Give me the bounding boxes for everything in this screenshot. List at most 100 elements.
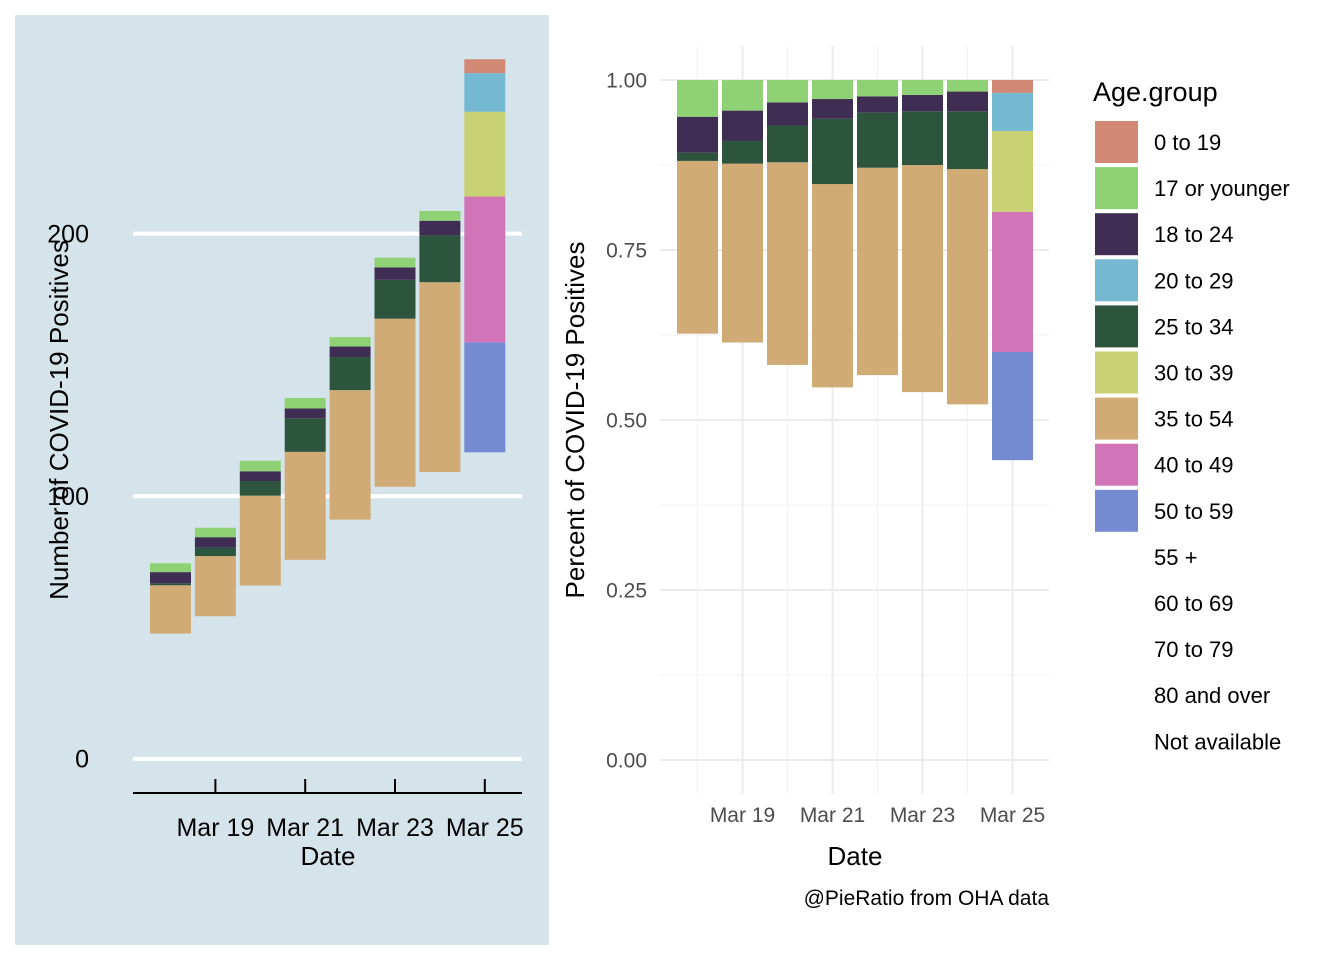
bar-segment-25-to-34 bbox=[902, 111, 943, 165]
y-tick-label: 0.75 bbox=[606, 239, 647, 262]
bar-segment-18-to-24 bbox=[194, 537, 236, 548]
y-tick-label: 0.25 bbox=[606, 579, 647, 602]
bar-segment-35-to-54 bbox=[150, 585, 191, 634]
bar-segment-17-or-younger bbox=[419, 211, 461, 221]
legend-swatch bbox=[1095, 305, 1138, 348]
x-tick-label: Mar 19 bbox=[710, 804, 775, 827]
bar-segment-35-to-54 bbox=[374, 318, 416, 487]
legend-label: 35 to 54 bbox=[1154, 407, 1234, 432]
right-x-axis-title: Date bbox=[828, 841, 883, 871]
bar-segment-40-to-49 bbox=[992, 211, 1033, 352]
left-bars bbox=[150, 59, 506, 634]
legend-label: 25 to 34 bbox=[1154, 314, 1234, 339]
legend-label: 18 to 24 bbox=[1154, 222, 1234, 247]
bar-segment-35-to-54 bbox=[722, 163, 763, 343]
legend-label: 20 to 29 bbox=[1154, 268, 1234, 293]
bar-segment-25-to-34 bbox=[857, 112, 898, 168]
x-tick-label: Mar 25 bbox=[980, 804, 1045, 827]
bar-segment-25-to-34 bbox=[374, 279, 416, 319]
bar-segment-35-to-54 bbox=[902, 165, 943, 393]
legend-label: 60 to 69 bbox=[1154, 591, 1234, 616]
bar-segment-18-to-24 bbox=[722, 110, 763, 141]
bar-segment-35-to-54 bbox=[239, 495, 281, 586]
bar-segment-18-to-24 bbox=[812, 99, 853, 119]
caption: @PieRatio from OHA data bbox=[804, 887, 1050, 910]
y-tick-label: 100 bbox=[47, 483, 89, 511]
bar-segment-17-or-younger bbox=[812, 80, 853, 100]
bar-segment-17-or-younger bbox=[902, 80, 943, 95]
legend-title: Age.group bbox=[1093, 77, 1218, 107]
bar-segment-17-or-younger bbox=[722, 80, 763, 111]
bar-segment-0-to-19 bbox=[464, 59, 506, 74]
bar-segment-25-to-34 bbox=[812, 118, 853, 185]
legend-swatch bbox=[1095, 259, 1138, 302]
bar-segment-25-to-34 bbox=[329, 357, 371, 391]
bar-segment-50-to-59 bbox=[464, 342, 506, 453]
bar-segment-0-to-19 bbox=[992, 80, 1033, 93]
y-tick-label: 0.00 bbox=[606, 749, 647, 772]
bar-segment-25-to-34 bbox=[947, 111, 988, 170]
bar-segment-25-to-34 bbox=[284, 418, 326, 452]
legend-label: 17 or younger bbox=[1154, 176, 1290, 201]
x-tick-label: Mar 23 bbox=[890, 804, 955, 827]
legend-label: Not available bbox=[1154, 729, 1281, 754]
y-tick-label: 200 bbox=[47, 220, 89, 248]
legend-label: 80 and over bbox=[1154, 683, 1270, 708]
x-tick-label: Mar 19 bbox=[176, 814, 254, 842]
bar-segment-35-to-54 bbox=[947, 169, 988, 405]
legend-label: 40 to 49 bbox=[1154, 453, 1234, 478]
bar-segment-35-to-54 bbox=[284, 451, 326, 560]
bar-segment-18-to-24 bbox=[239, 471, 281, 481]
bar-segment-20-to-29 bbox=[992, 92, 1033, 131]
bar-segment-40-to-49 bbox=[464, 196, 506, 343]
bar-segment-18-to-24 bbox=[374, 267, 416, 280]
y-tick-label: 1.00 bbox=[606, 69, 647, 92]
bar-segment-30-to-39 bbox=[992, 131, 1033, 212]
bar-segment-17-or-younger bbox=[677, 80, 718, 117]
bar-segment-25-to-34 bbox=[239, 480, 281, 496]
legend-swatch bbox=[1095, 213, 1138, 256]
left-axes: Mar 19 Mar 21 Mar 23 Mar 25 0 100 200 bbox=[47, 220, 523, 842]
bar-segment-18-to-24 bbox=[767, 102, 808, 126]
bar-segment-25-to-34 bbox=[194, 547, 236, 557]
bar-segment-17-or-younger bbox=[239, 460, 281, 472]
bar-segment-17-or-younger bbox=[329, 337, 371, 347]
bar-segment-35-to-54 bbox=[677, 160, 718, 334]
bar-segment-18-to-24 bbox=[677, 116, 718, 153]
bar-segment-18-to-24 bbox=[419, 220, 461, 236]
y-tick-label: 0.50 bbox=[606, 409, 647, 432]
bar-segment-35-to-54 bbox=[812, 184, 853, 388]
bar-segment-17-or-younger bbox=[767, 80, 808, 103]
bar-segment-17-or-younger bbox=[150, 563, 191, 573]
bar-segment-18-to-24 bbox=[857, 96, 898, 113]
bar-segment-25-to-34 bbox=[419, 235, 461, 283]
bar-segment-18-to-24 bbox=[284, 408, 326, 419]
bar-segment-17-or-younger bbox=[284, 397, 326, 409]
bar-segment-35-to-54 bbox=[194, 556, 236, 617]
bar-segment-18-to-24 bbox=[150, 572, 191, 584]
bar-segment-50-to-59 bbox=[992, 352, 1033, 461]
right-axes: Mar 19 Mar 21 Mar 23 Mar 25 0.00 0.25 0.50 0.75… bbox=[606, 69, 1045, 827]
bar-segment-25-to-34 bbox=[722, 140, 763, 164]
bar-segment-35-to-54 bbox=[857, 167, 898, 376]
bar-segment-17-or-younger bbox=[194, 527, 236, 538]
bar-segment-25-to-34 bbox=[767, 125, 808, 163]
bar-segment-18-to-24 bbox=[947, 91, 988, 112]
bar-segment-25-to-34 bbox=[150, 583, 191, 586]
bar-segment-35-to-54 bbox=[419, 282, 461, 473]
legend-swatch bbox=[1095, 167, 1138, 210]
left-x-axis-title: Date bbox=[301, 841, 356, 871]
legend-label: 30 to 39 bbox=[1154, 361, 1234, 386]
right-y-axis-title: Percent of COVID-19 Positives bbox=[560, 242, 590, 599]
bar-segment-20-to-29 bbox=[464, 73, 506, 112]
y-tick-label: 0 bbox=[75, 746, 89, 774]
legend-label: 0 to 19 bbox=[1154, 130, 1221, 155]
x-tick-label: Mar 21 bbox=[800, 804, 865, 827]
bar-segment-35-to-54 bbox=[767, 162, 808, 365]
bar-segment-18-to-24 bbox=[902, 94, 943, 112]
legend-label: 55 + bbox=[1154, 545, 1197, 570]
right-gridlines bbox=[660, 46, 1049, 794]
left-panel-background bbox=[15, 15, 549, 945]
legend-swatch bbox=[1095, 351, 1138, 394]
